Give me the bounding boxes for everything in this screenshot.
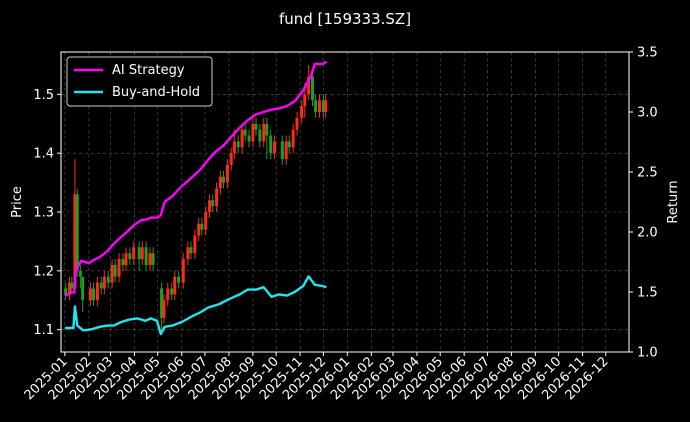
candle-body [70, 282, 74, 289]
candle-body [225, 164, 229, 183]
candle-body [251, 123, 255, 142]
candle-body [148, 253, 152, 265]
plot-frame [60, 51, 630, 353]
candle-body [88, 288, 92, 301]
candle-body [193, 235, 197, 254]
candle-body [166, 288, 170, 301]
candle-body [106, 276, 110, 283]
candle-body [247, 135, 251, 142]
y-left-tick-label: 1.3 [33, 206, 54, 221]
candle-body [211, 200, 215, 207]
candle-body [78, 270, 82, 277]
series-layer [64, 60, 328, 336]
candle-body [295, 117, 299, 130]
candle-body [170, 288, 174, 295]
candle-body [324, 100, 328, 112]
candle-body [99, 282, 103, 289]
candle-body [128, 253, 132, 260]
candle-body [124, 253, 128, 265]
y-left-tick-label: 1.5 [33, 88, 54, 103]
y-axis-label-left: Price [10, 186, 25, 218]
candle-body [262, 123, 266, 142]
candle-body [208, 200, 212, 212]
candle-body [121, 259, 125, 265]
candle-body [92, 288, 96, 301]
candle-body [140, 247, 144, 260]
candle-body [229, 153, 233, 165]
candle-body [102, 276, 106, 289]
candle-body [321, 100, 325, 112]
candle-body [300, 106, 304, 118]
candle-body [269, 135, 273, 154]
candle-body [186, 247, 190, 260]
y-right-tick-label: 2.5 [637, 166, 658, 181]
y-right-tick-label: 3.0 [637, 106, 658, 121]
candle-body [236, 141, 240, 148]
y-left-tick-label: 1.1 [33, 323, 54, 338]
series-line-ai-strategy [64, 60, 328, 297]
candle-body [307, 76, 311, 95]
candle-body [232, 141, 236, 154]
candle-body [160, 288, 164, 318]
candle-body [117, 259, 121, 277]
candle-body [317, 100, 321, 112]
candle-body [215, 188, 219, 207]
candle-body [137, 247, 141, 260]
candle-body [243, 129, 247, 136]
candle-body [113, 264, 117, 277]
candle-body [173, 276, 177, 295]
candle-body [284, 141, 288, 160]
y-right-tick-label: 3.5 [637, 46, 658, 61]
candle-body [204, 212, 208, 230]
candle-body [258, 129, 262, 142]
candle-body [151, 253, 155, 265]
candle-body [162, 300, 166, 318]
legend-label-ai-strategy: AI Strategy [112, 63, 185, 78]
candle-body [181, 259, 185, 283]
candle-body [73, 194, 77, 289]
candle-body [189, 247, 193, 254]
y-axis-label-right: Return [666, 180, 681, 223]
candle-body [291, 129, 295, 148]
candle-body [240, 129, 244, 148]
legend-box [66, 56, 213, 107]
candle-body [265, 123, 269, 136]
candle-body [254, 123, 258, 130]
candle-body [75, 194, 79, 271]
candle-body [132, 247, 136, 260]
candle-body [273, 141, 277, 154]
series-line-buy-and-hold [64, 275, 327, 336]
candle-body [218, 176, 222, 189]
candle-body [314, 100, 318, 112]
candle-body [64, 288, 68, 295]
candle-body [177, 276, 181, 283]
candle-body [222, 176, 226, 183]
candle-layer [64, 64, 328, 330]
candle-body [303, 94, 307, 107]
candle-body [310, 76, 314, 101]
y-right-tick-label: 1.5 [637, 286, 658, 301]
candle-body [144, 247, 148, 265]
legend-label-buy-and-hold: Buy-and-Hold [112, 85, 200, 100]
chart-title: fund [159333.SZ] [279, 10, 411, 28]
candle-body [95, 282, 99, 301]
y-right-tick-label: 2.0 [637, 226, 658, 241]
candle-body [68, 282, 72, 295]
candle-body [110, 264, 114, 283]
candle-body [280, 141, 284, 160]
y-right-tick-label: 1.0 [637, 346, 658, 361]
candle-body [197, 223, 201, 236]
y-left-tick-label: 1.2 [33, 264, 54, 279]
candle-body [287, 141, 291, 148]
y-left-tick-label: 1.4 [33, 147, 54, 162]
legend: AI Strategy Buy-and-Hold [66, 56, 213, 107]
candle-body [200, 223, 204, 230]
candle-body [81, 276, 85, 301]
